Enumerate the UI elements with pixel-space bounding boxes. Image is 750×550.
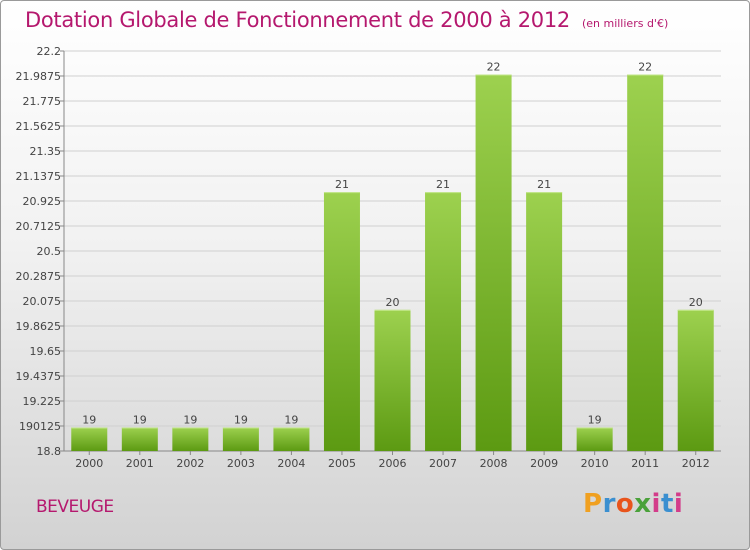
bar-value-label: 19 <box>234 413 248 426</box>
bar-chart: 18.8 190125 19.225 19.4375 19.65 19.8625 20.07… <box>1 1 749 549</box>
y-tick-label: 20.7125 <box>16 220 62 233</box>
bar-value-label: 19 <box>588 413 602 426</box>
logo-letter: t <box>661 489 674 519</box>
y-tick-label: 21.35 <box>30 145 62 158</box>
bar[interactable] <box>122 427 158 451</box>
bar[interactable] <box>425 192 461 451</box>
bar-value-label: 21 <box>335 178 349 191</box>
logo-letter: i <box>652 489 661 519</box>
logo-letter: o <box>616 489 634 519</box>
bar-value-label: 19 <box>183 413 197 426</box>
bar[interactable] <box>526 192 562 451</box>
y-tick-label: 20.5 <box>37 245 62 258</box>
bar[interactable] <box>627 75 663 451</box>
bar-value-label: 19 <box>284 413 298 426</box>
commune-name: BEVEUGE <box>36 497 114 517</box>
bar-value-label: 19 <box>133 413 147 426</box>
y-tick-label: 18.8 <box>37 445 62 458</box>
y-tick-label: 20.925 <box>23 195 62 208</box>
bar-value-label: 21 <box>436 178 450 191</box>
y-tick-label: 21.775 <box>23 95 62 108</box>
x-tick-label: 2006 <box>379 457 407 470</box>
x-tick-label: 2011 <box>631 457 659 470</box>
y-tick-label: 19.225 <box>23 395 62 408</box>
bar[interactable] <box>577 427 613 451</box>
bar-value-label: 20 <box>386 296 400 309</box>
bar-value-label: 19 <box>82 413 96 426</box>
x-tick-label: 2001 <box>126 457 154 470</box>
bar[interactable] <box>172 427 208 451</box>
bar-value-label: 20 <box>689 296 703 309</box>
y-tick-label: 21.1375 <box>16 170 62 183</box>
y-tick-label: 19.65 <box>30 345 62 358</box>
x-tick-label: 2003 <box>227 457 255 470</box>
y-tick-label: 190125 <box>19 420 61 433</box>
proxiti-logo[interactable]: Proxiti <box>583 489 683 519</box>
logo-letter: r <box>603 489 616 519</box>
y-tick-label: 19.8625 <box>16 320 62 333</box>
bar[interactable] <box>324 192 360 451</box>
x-tick-label: 2004 <box>277 457 305 470</box>
x-tick-label: 2000 <box>75 457 103 470</box>
chart-frame: Dotation Globale de Fonctionnement de 20… <box>0 0 750 550</box>
x-tick-label: 2008 <box>480 457 508 470</box>
bar-value-label: 22 <box>638 61 652 74</box>
y-tick-label: 22.2 <box>37 45 62 58</box>
bars <box>71 75 713 451</box>
x-tick-label: 2012 <box>682 457 710 470</box>
y-tick-label: 21.9875 <box>16 70 62 83</box>
x-tick-label: 2002 <box>176 457 204 470</box>
x-tick-label: 2009 <box>530 457 558 470</box>
bar[interactable] <box>678 310 714 451</box>
bar[interactable] <box>476 75 512 451</box>
y-tick-label: 21.5625 <box>16 120 62 133</box>
labels: 18.8 190125 19.225 19.4375 19.65 19.8625 20.07… <box>16 45 710 470</box>
bar[interactable] <box>375 310 411 451</box>
bar[interactable] <box>273 427 309 451</box>
logo-letter: x <box>634 489 651 519</box>
y-tick-label: 20.075 <box>23 295 62 308</box>
logo-letter: P <box>583 489 603 519</box>
x-tick-label: 2005 <box>328 457 356 470</box>
y-tick-label: 19.4375 <box>16 370 62 383</box>
x-tick-label: 2007 <box>429 457 457 470</box>
bar[interactable] <box>71 427 107 451</box>
x-tick-label: 2010 <box>581 457 609 470</box>
y-tick-label: 20.2875 <box>16 270 62 283</box>
logo-letter: i <box>674 489 683 519</box>
bar[interactable] <box>223 427 259 451</box>
bar-value-label: 22 <box>487 61 501 74</box>
bar-value-label: 21 <box>537 178 551 191</box>
